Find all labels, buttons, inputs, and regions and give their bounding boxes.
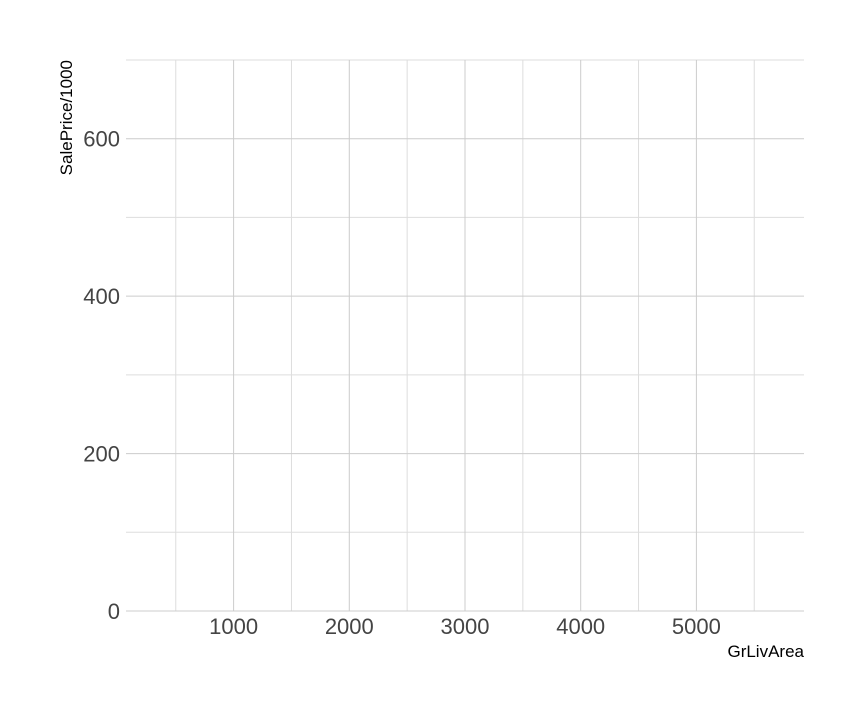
x-tick-label: 4000 — [556, 614, 605, 639]
x-tick-label: 2000 — [325, 614, 374, 639]
y-tick-label: 600 — [83, 127, 120, 152]
y-axis-ticks: 0 200 400 600 — [83, 127, 120, 624]
y-tick-label: 0 — [108, 599, 120, 624]
y-axis-title: SalePrice/1000 — [57, 60, 76, 175]
x-axis-ticks: 1000 2000 3000 4000 5000 — [209, 614, 721, 639]
y-tick-label: 200 — [83, 442, 120, 467]
y-tick-label: 400 — [83, 284, 120, 309]
x-axis-title: GrLivArea — [727, 642, 804, 661]
x-tick-label: 5000 — [672, 614, 721, 639]
x-tick-label: 3000 — [441, 614, 490, 639]
x-tick-label: 1000 — [209, 614, 258, 639]
major-gridlines — [126, 60, 804, 612]
